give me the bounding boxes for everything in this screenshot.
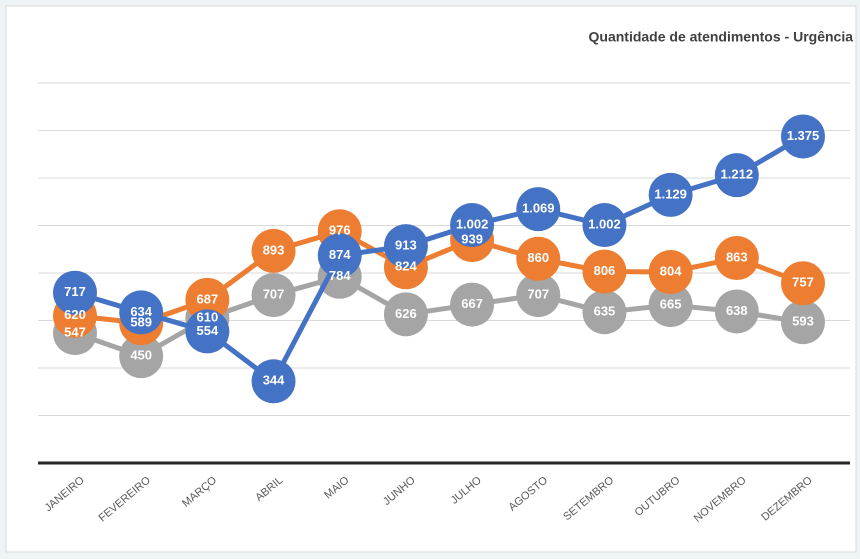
data-point (781, 114, 825, 159)
data-label: 638 (726, 303, 748, 318)
data-point (781, 300, 825, 345)
data-label: 667 (461, 296, 483, 311)
data-label: 863 (726, 249, 748, 264)
data-point (251, 273, 296, 318)
data-label: 707 (263, 287, 285, 302)
data-label: 450 (130, 348, 152, 363)
data-label: 824 (395, 259, 417, 274)
data-point (648, 172, 693, 217)
data-point (714, 289, 759, 334)
data-point (781, 261, 825, 306)
data-label: 589 (130, 315, 152, 330)
data-point (383, 292, 428, 337)
data-label: 610 (197, 310, 219, 325)
data-point (714, 236, 759, 281)
data-label: 757 (792, 275, 814, 290)
data-label: 626 (395, 306, 417, 321)
data-label: 806 (594, 263, 616, 278)
data-point (383, 224, 428, 269)
data-label: 939 (461, 231, 483, 246)
data-label: 1.002 (456, 216, 489, 231)
data-label: 1.069 (522, 201, 555, 216)
data-point (516, 187, 561, 232)
data-label: 784 (329, 268, 351, 283)
data-point (714, 153, 759, 198)
data-label: 860 (527, 250, 549, 265)
data-label: 665 (660, 297, 682, 312)
data-label: 893 (263, 242, 285, 257)
data-point (582, 249, 627, 294)
data-point (648, 250, 693, 295)
data-label: 874 (329, 247, 351, 262)
data-label: 344 (263, 373, 285, 388)
data-label: 1.002 (588, 216, 621, 231)
data-label: 707 (527, 287, 549, 302)
chart-area (5, 5, 857, 553)
data-label: 1.129 (654, 186, 687, 201)
data-label: 620 (64, 307, 86, 322)
data-label: 634 (130, 304, 152, 319)
data-label: 976 (329, 223, 351, 238)
data-label: 687 (197, 291, 219, 306)
data-label: 717 (64, 284, 86, 299)
data-point (251, 228, 296, 273)
data-label: 913 (395, 238, 417, 253)
data-label: 593 (792, 314, 814, 329)
data-point (53, 270, 97, 315)
data-point (119, 334, 164, 379)
data-label: 635 (594, 304, 616, 319)
data-point (119, 290, 164, 335)
data-point (516, 273, 561, 318)
data-point (185, 277, 230, 322)
data-point (450, 282, 495, 327)
data-label: 554 (197, 323, 219, 338)
data-label: 1.375 (787, 128, 820, 143)
data-label: 547 (64, 325, 86, 340)
data-point (450, 203, 495, 248)
data-point (185, 309, 230, 354)
chart-title: Quantidade de atendimentos - Urgência (589, 29, 854, 45)
data-point (582, 203, 627, 248)
data-point (317, 233, 362, 278)
data-point (582, 290, 627, 335)
data-point (516, 236, 561, 281)
data-label: 804 (660, 263, 682, 278)
data-point (648, 283, 693, 328)
data-point (251, 359, 296, 404)
data-label: 1.212 (721, 167, 754, 182)
